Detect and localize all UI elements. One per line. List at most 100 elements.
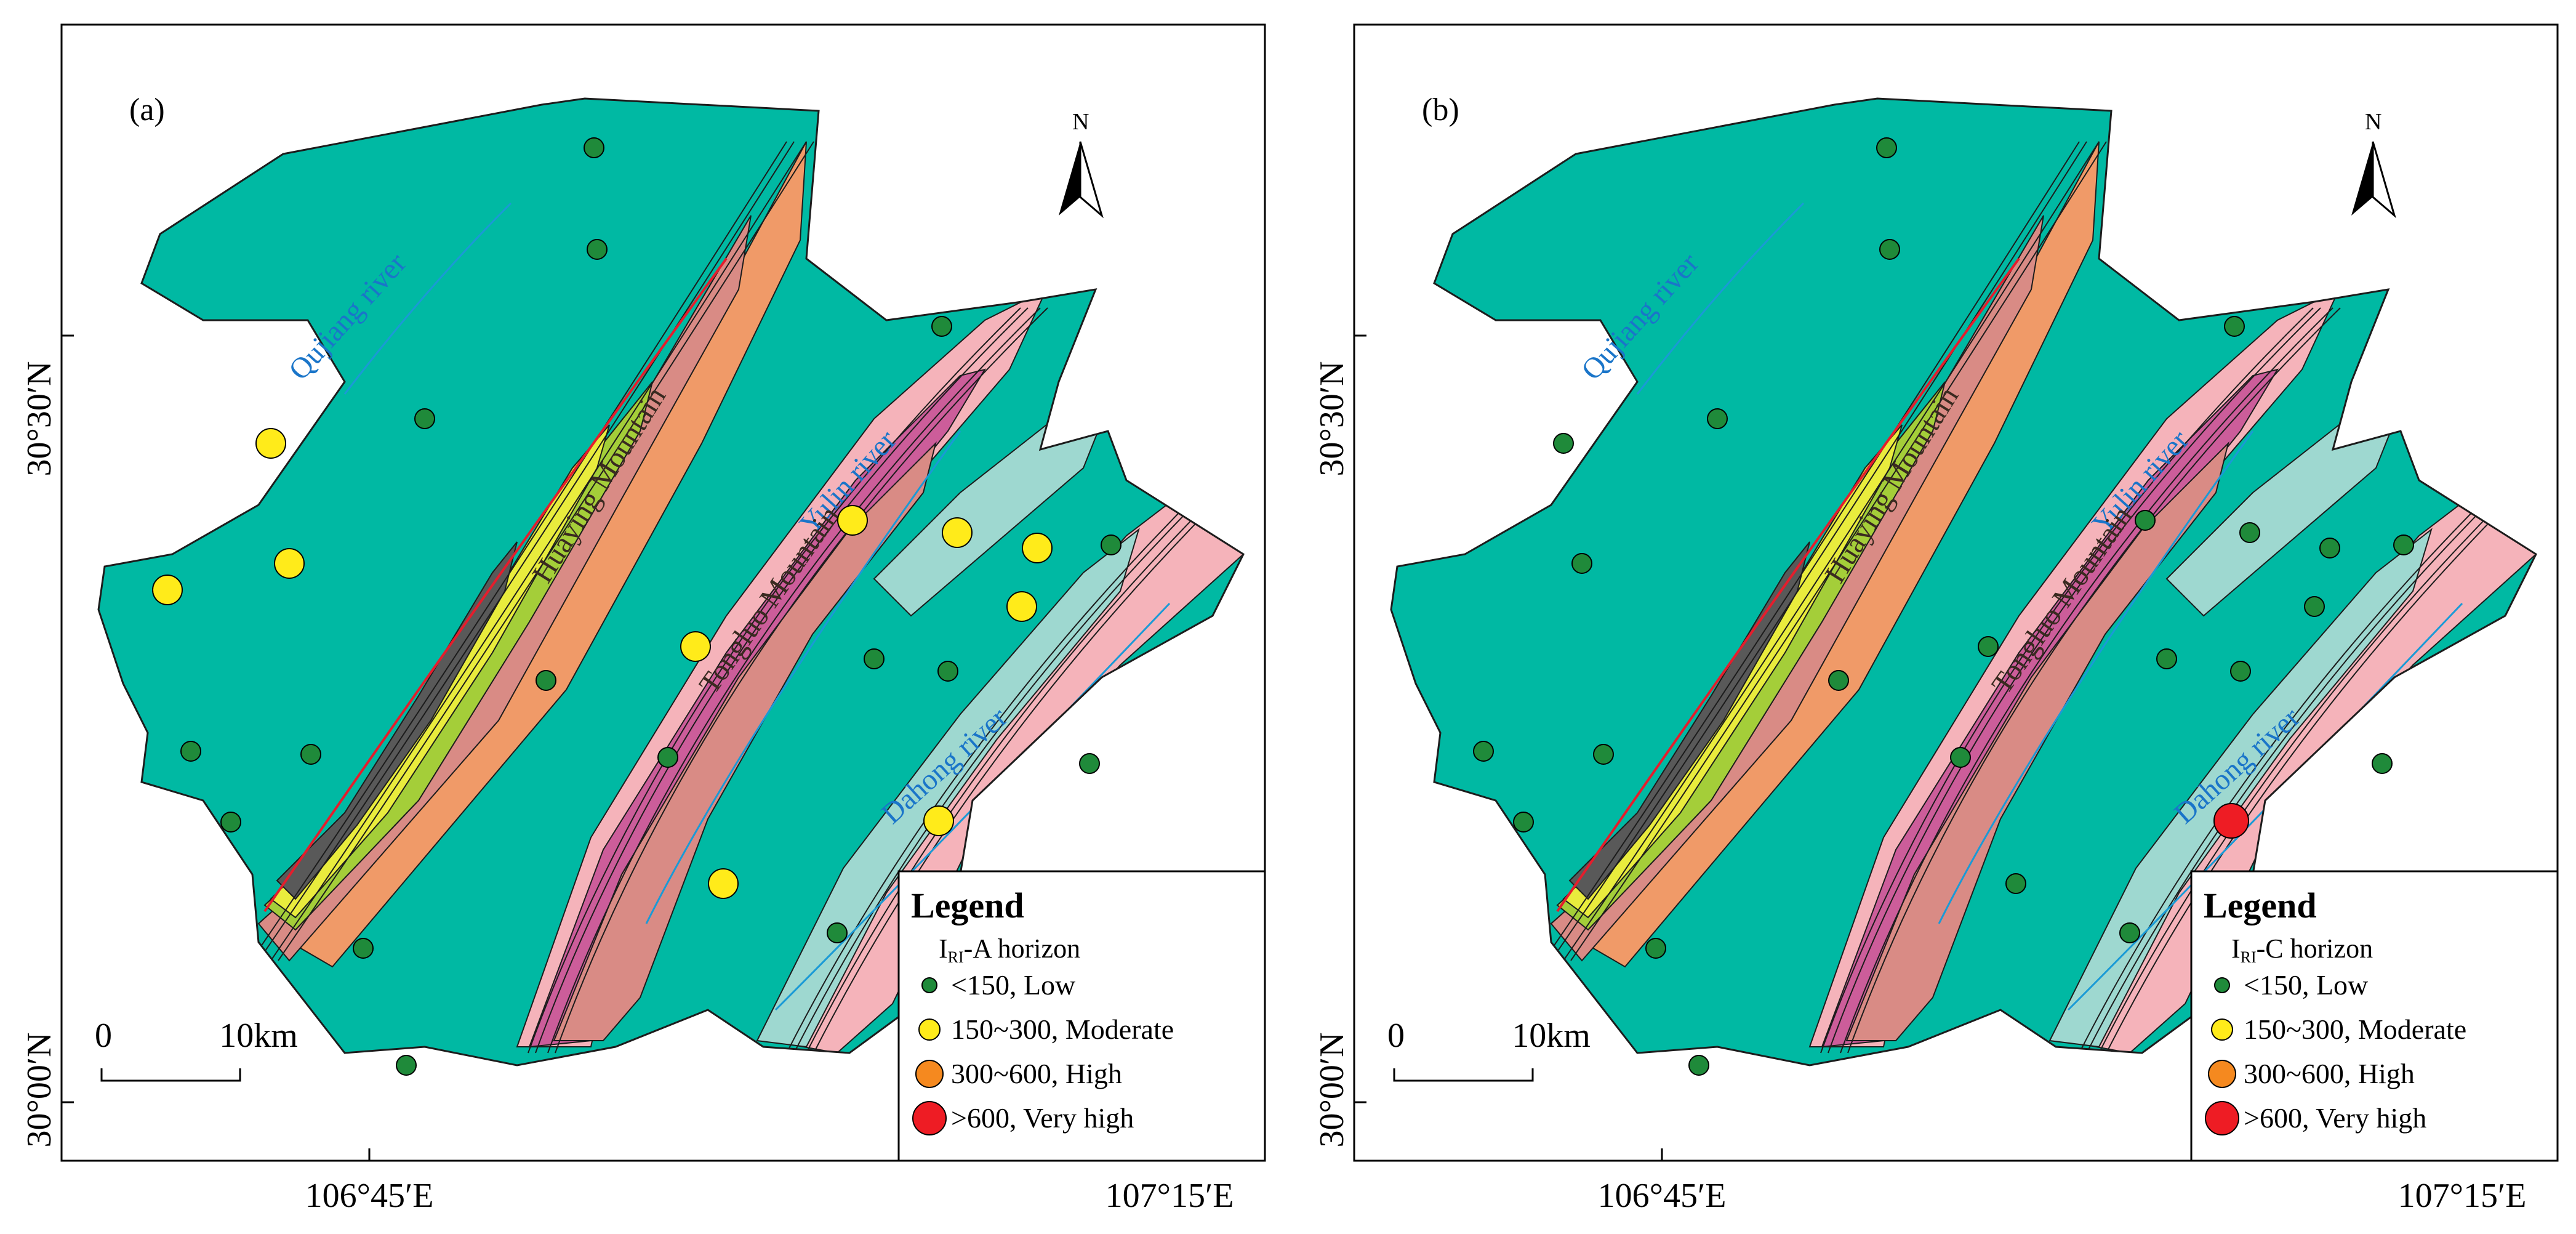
sampling-point-low: [1879, 239, 1900, 260]
scale-bar: 0 10km: [1387, 1017, 1591, 1082]
river-dahong: [774, 602, 1171, 1011]
sampling-point-moderate: [1022, 533, 1053, 563]
legend-horizon-sub: RI: [948, 948, 964, 966]
sampling-point-low: [396, 1055, 417, 1076]
sampling-point-low: [2239, 522, 2260, 543]
geologic-zone-8: [553, 441, 937, 1041]
contour-line-c-0: [2079, 467, 2517, 1054]
sampling-point-moderate: [1006, 591, 1037, 622]
scale-bar-line: [100, 1068, 241, 1082]
north-arrow-right: [2372, 141, 2396, 219]
legend-swatch-4: [912, 1101, 947, 1135]
sampling-point-low: [180, 741, 201, 762]
sampling-point-moderate: [923, 805, 954, 836]
sampling-point-low: [1707, 408, 1728, 429]
contour-line-c-3: [2106, 467, 2536, 1054]
contour-line-c-2: [806, 467, 1243, 1054]
sampling-point-low: [1101, 534, 1121, 555]
contour-line-c-3: [813, 467, 1243, 1054]
sampling-point-low: [1079, 753, 1100, 774]
latitude-label-top: 30°30′N: [1313, 361, 1351, 476]
contour-line-c-0: [786, 467, 1224, 1054]
legend-item-4: >600, Very high: [951, 1102, 1134, 1134]
legend-swatch-3: [2208, 1060, 2236, 1088]
latitude-label-top: 30°30′N: [20, 361, 58, 476]
contour-line-b-2: [1840, 307, 2333, 1054]
north-arrow-left: [1059, 142, 1080, 216]
sampling-point-low: [2119, 922, 2140, 943]
sampling-point-low: [2393, 534, 2414, 555]
contour-line-b-0: [528, 307, 1021, 1054]
legend-swatch-4: [2205, 1101, 2239, 1135]
sampling-point-low: [1828, 670, 1849, 691]
north-arrow-right: [1079, 141, 1104, 219]
sampling-point-low: [536, 670, 556, 691]
sampling-point-low: [1513, 812, 1534, 833]
sampling-point-low: [353, 938, 374, 959]
sampling-point-low: [220, 812, 241, 833]
panel-label: (a): [129, 92, 165, 127]
legend-horizon-i: I: [939, 934, 948, 964]
contour-line-c-1: [2086, 467, 2524, 1054]
geologic-zone-8: [1845, 441, 2229, 1041]
legend-swatch-1: [921, 977, 937, 993]
sampling-point-low: [587, 239, 608, 260]
legend-horizon-text: -C horizon: [2257, 934, 2373, 964]
legend-horizon-text: -A horizon: [964, 934, 1080, 964]
legend-item-2: 150~300, Moderate: [2244, 1014, 2466, 1045]
sampling-point-low: [1553, 433, 1574, 454]
panel-label: (b): [1422, 92, 1459, 127]
sampling-point-moderate: [274, 548, 305, 579]
scale-bar: 0 10km: [95, 1017, 298, 1082]
contour-line-c-1: [793, 467, 1232, 1054]
legend-swatch-2: [918, 1018, 941, 1041]
sampling-point-moderate: [152, 575, 183, 605]
contour-line-a-2: [270, 141, 807, 961]
sampling-point-low: [2135, 510, 2156, 531]
contour-line-c-2: [2098, 467, 2536, 1054]
legend-box: [897, 870, 1266, 1162]
contour-line-b-3: [555, 307, 1048, 1054]
scale-label-km: 10km: [1512, 1017, 1591, 1055]
river-qujiang: [343, 202, 512, 395]
latitude-label-bottom: 30°00′N: [20, 1032, 58, 1147]
contour-line-a-0: [1543, 141, 2080, 961]
legend-swatch-2: [2211, 1018, 2233, 1041]
longitude-label-left: 106°45′E: [1598, 1177, 1727, 1215]
scale-label-km: 10km: [219, 1017, 298, 1055]
sampling-point-low: [1645, 938, 1666, 959]
north-label: N: [1072, 109, 1089, 135]
sampling-point-low: [2319, 538, 2340, 559]
sampling-point-low: [2230, 661, 2251, 682]
contour-line-b-1: [1828, 307, 2321, 1054]
scale-label-zero: 0: [1387, 1017, 1405, 1055]
sampling-point-low: [2224, 316, 2245, 337]
legend-title: Legend: [911, 885, 1024, 925]
north-arrow-icon: [2351, 141, 2396, 219]
geologic-zone-11: [873, 405, 1109, 617]
legend-horizon-label: IRI-A horizon: [939, 934, 1080, 966]
scale-label-zero: 0: [95, 1017, 112, 1055]
sampling-point-low: [1978, 636, 1999, 657]
legend-horizon-sub: RI: [2241, 948, 2257, 966]
legend-swatch-3: [915, 1060, 944, 1088]
sampling-point-low: [2372, 753, 2393, 774]
contour-line-b-0: [1820, 307, 2314, 1054]
river-qujiang: [1636, 202, 1805, 395]
latitude-label-bottom: 30°00′N: [1313, 1032, 1351, 1147]
legend-horizon-i: I: [2231, 934, 2241, 964]
contour-line-b-3: [1847, 307, 2341, 1054]
legend-item-2: 150~300, Moderate: [951, 1014, 1174, 1045]
sampling-point-moderate: [708, 868, 739, 899]
sampling-point-low: [1571, 553, 1592, 574]
sampling-point-low: [1950, 747, 1971, 768]
sampling-point-moderate: [255, 428, 286, 459]
river-yulin: [1938, 430, 2254, 924]
sampling-point-low: [864, 648, 885, 669]
contour-line-a-3: [1570, 141, 2107, 961]
sampling-point-low: [2156, 648, 2177, 669]
sampling-point-low: [414, 408, 435, 429]
